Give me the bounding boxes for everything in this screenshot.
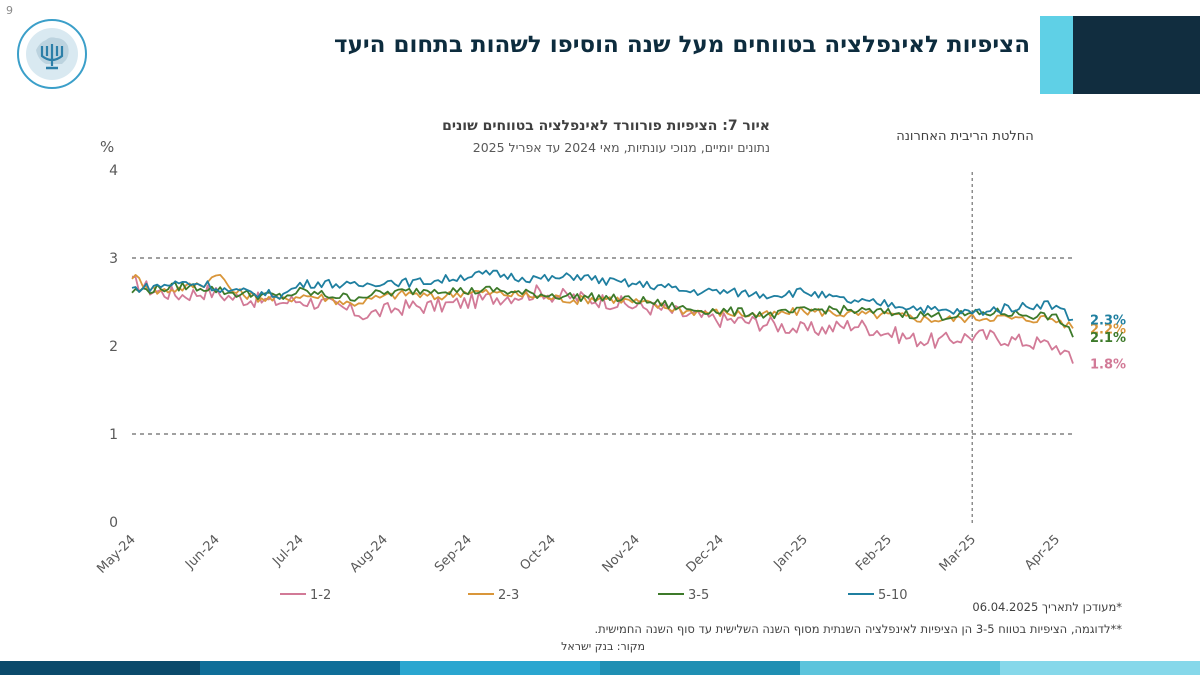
x-tick-label: Aug-24 — [347, 532, 391, 576]
x-tick-label: Jan-25 — [770, 532, 811, 573]
y-tick-label: 1 — [109, 427, 118, 443]
x-tick-label: Dec-24 — [684, 532, 727, 575]
x-tick-label: Oct-24 — [517, 532, 559, 574]
y-tick-label: 0 — [109, 515, 118, 531]
y-axis-unit: % — [100, 138, 114, 156]
x-tick-label: May-24 — [94, 532, 138, 576]
x-tick-label: Nov-24 — [600, 532, 643, 575]
y-tick-label: 2 — [109, 339, 118, 355]
series-line-1-2 — [131, 275, 1074, 364]
slide-title: הציפיות לאינפלציה בטווחים מעל שנה הוסיפו… — [334, 32, 1030, 58]
chart-subtitle: נתונים יומיים, מנוכי עונתיות, מאי 2024 ע… — [472, 140, 770, 155]
x-tick-label: Jun-24 — [182, 532, 223, 573]
bank-of-israel-logo — [17, 19, 87, 89]
bottom-color-bar — [0, 661, 1200, 675]
end-value-label-3-5: 2.1% — [1090, 331, 1126, 346]
y-tick-label: 3 — [109, 251, 118, 267]
bottom-bar-segment — [0, 661, 200, 675]
series-line-5-10 — [131, 269, 1074, 322]
legend-label-5-10: 5-10 — [878, 588, 908, 603]
bottom-bar-segment — [800, 661, 1000, 675]
series-line-2-3 — [131, 274, 1074, 329]
bottom-bar-segment — [1000, 661, 1200, 675]
x-tick-label: Feb-25 — [853, 532, 895, 574]
end-value-label-2-3: 2.2% — [1090, 322, 1126, 337]
header-accent-dark — [1073, 16, 1200, 94]
bottom-bar-segment — [600, 661, 800, 675]
legend-label-1-2: 1-2 — [310, 588, 331, 603]
legend-label-3-5: 3-5 — [688, 588, 709, 603]
vline-label: החלטת הריבית האחרונה — [896, 129, 1034, 144]
x-tick-label: Sep-24 — [432, 532, 475, 575]
x-tick-label: Apr-25 — [1022, 532, 1063, 573]
slide-number: 9 — [6, 4, 13, 17]
footnote-updated: *מעודכן לתאריך 06.04.2025 — [972, 600, 1122, 614]
x-tick-label: Mar-25 — [937, 532, 979, 574]
footnote-example: **לדוגמה, הציפיות בטווח 3-5 הן הציפיות ל… — [594, 622, 1123, 636]
bottom-bar-segment — [400, 661, 600, 675]
end-value-label-5-10: 2.3% — [1090, 314, 1126, 329]
legend-label-2-3: 2-3 — [498, 588, 519, 603]
bottom-bar-segment — [200, 661, 400, 675]
series-line-3-5 — [131, 281, 1074, 338]
x-tick-label: Jul-24 — [269, 532, 306, 569]
y-tick-label: 4 — [109, 163, 118, 179]
chart-title: איור 7: הציפיות פורוורד לאינפלציה בטווחי… — [442, 118, 770, 134]
footnote-source: מקור: בנק ישראל — [561, 640, 645, 653]
end-value-label-1-2: 1.8% — [1090, 358, 1126, 373]
